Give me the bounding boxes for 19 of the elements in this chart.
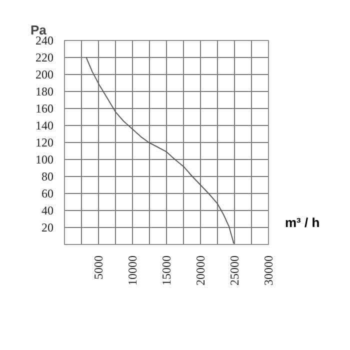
y-tick-label: 160 [36, 102, 54, 116]
x-tick-label: 30000 [262, 256, 276, 286]
y-tick-label: 100 [36, 152, 54, 166]
x-axis-title: m³ / h [285, 214, 320, 232]
y-tick-label: 80 [42, 170, 54, 184]
x-tick-label: 25000 [228, 256, 242, 286]
x-tick-label: 5000 [92, 256, 106, 280]
y-tick-label: 200 [36, 68, 54, 82]
y-tick-label: 40 [42, 204, 54, 218]
y-tick-label: 140 [36, 118, 54, 132]
y-tick-label: 120 [36, 136, 54, 150]
x-tick-label: 15000 [160, 256, 174, 286]
y-tick-label: 180 [36, 84, 54, 98]
line-series [86, 57, 234, 244]
y-tick-label: 60 [42, 186, 54, 200]
y-tick-label: 20 [42, 220, 54, 234]
y-tick-label: 220 [36, 50, 54, 64]
x-tick-label: 10000 [126, 256, 140, 286]
x-tick-label: 20000 [194, 256, 208, 286]
